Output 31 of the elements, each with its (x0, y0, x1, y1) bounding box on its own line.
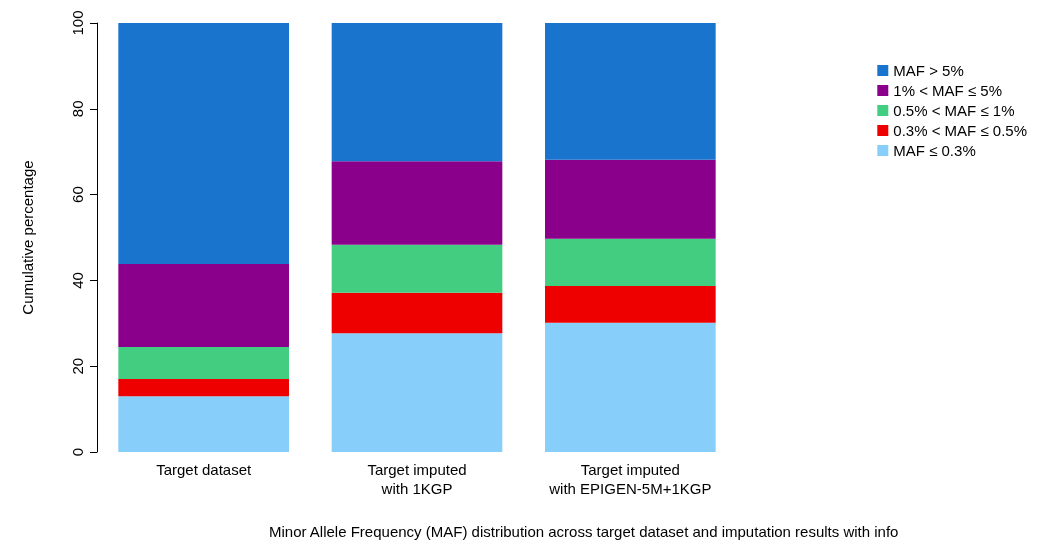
bar (545, 23, 716, 160)
bar (118, 396, 289, 452)
legend-label: 0.5% < MAF ≤ 1% (893, 102, 1015, 119)
bar (545, 159, 716, 239)
x-tick-label: Target dataset (156, 461, 253, 478)
x-axis-title: Minor Allele Frequency (MAF) distribution across target dataset and imputation results with info (269, 523, 899, 540)
y-tick-label: 100 (69, 10, 86, 36)
bar (331, 333, 503, 452)
bar (118, 346, 289, 380)
y-tick-label: 20 (69, 357, 86, 375)
legend-label: MAF > 5% (893, 62, 964, 79)
x-tick-label: Target imputed with EPIGEN-5M+1KGP (548, 461, 712, 497)
bar (118, 23, 289, 265)
bar (545, 238, 716, 286)
y-tick-label: 80 (69, 100, 86, 118)
legend-label: 0.3% < MAF ≤ 0.5% (893, 122, 1028, 139)
bar (331, 161, 503, 245)
y-tick-label: 40 (69, 272, 86, 289)
legend-label: 1% < MAF ≤ 5% (893, 82, 1002, 99)
x-tick-label: Target imputed with 1KGP (367, 461, 467, 497)
bar (545, 285, 716, 323)
bar (331, 23, 503, 162)
bar (118, 264, 289, 347)
bar (118, 379, 289, 397)
bar (545, 322, 716, 452)
y-tick-label: 0 (69, 447, 86, 457)
y-tick-label: 60 (69, 186, 86, 203)
y-axis-title: Cumulative percentage (19, 160, 36, 315)
bar (331, 244, 503, 293)
legend-label: MAF ≤ 0.3% (893, 142, 976, 159)
bar (331, 292, 503, 334)
